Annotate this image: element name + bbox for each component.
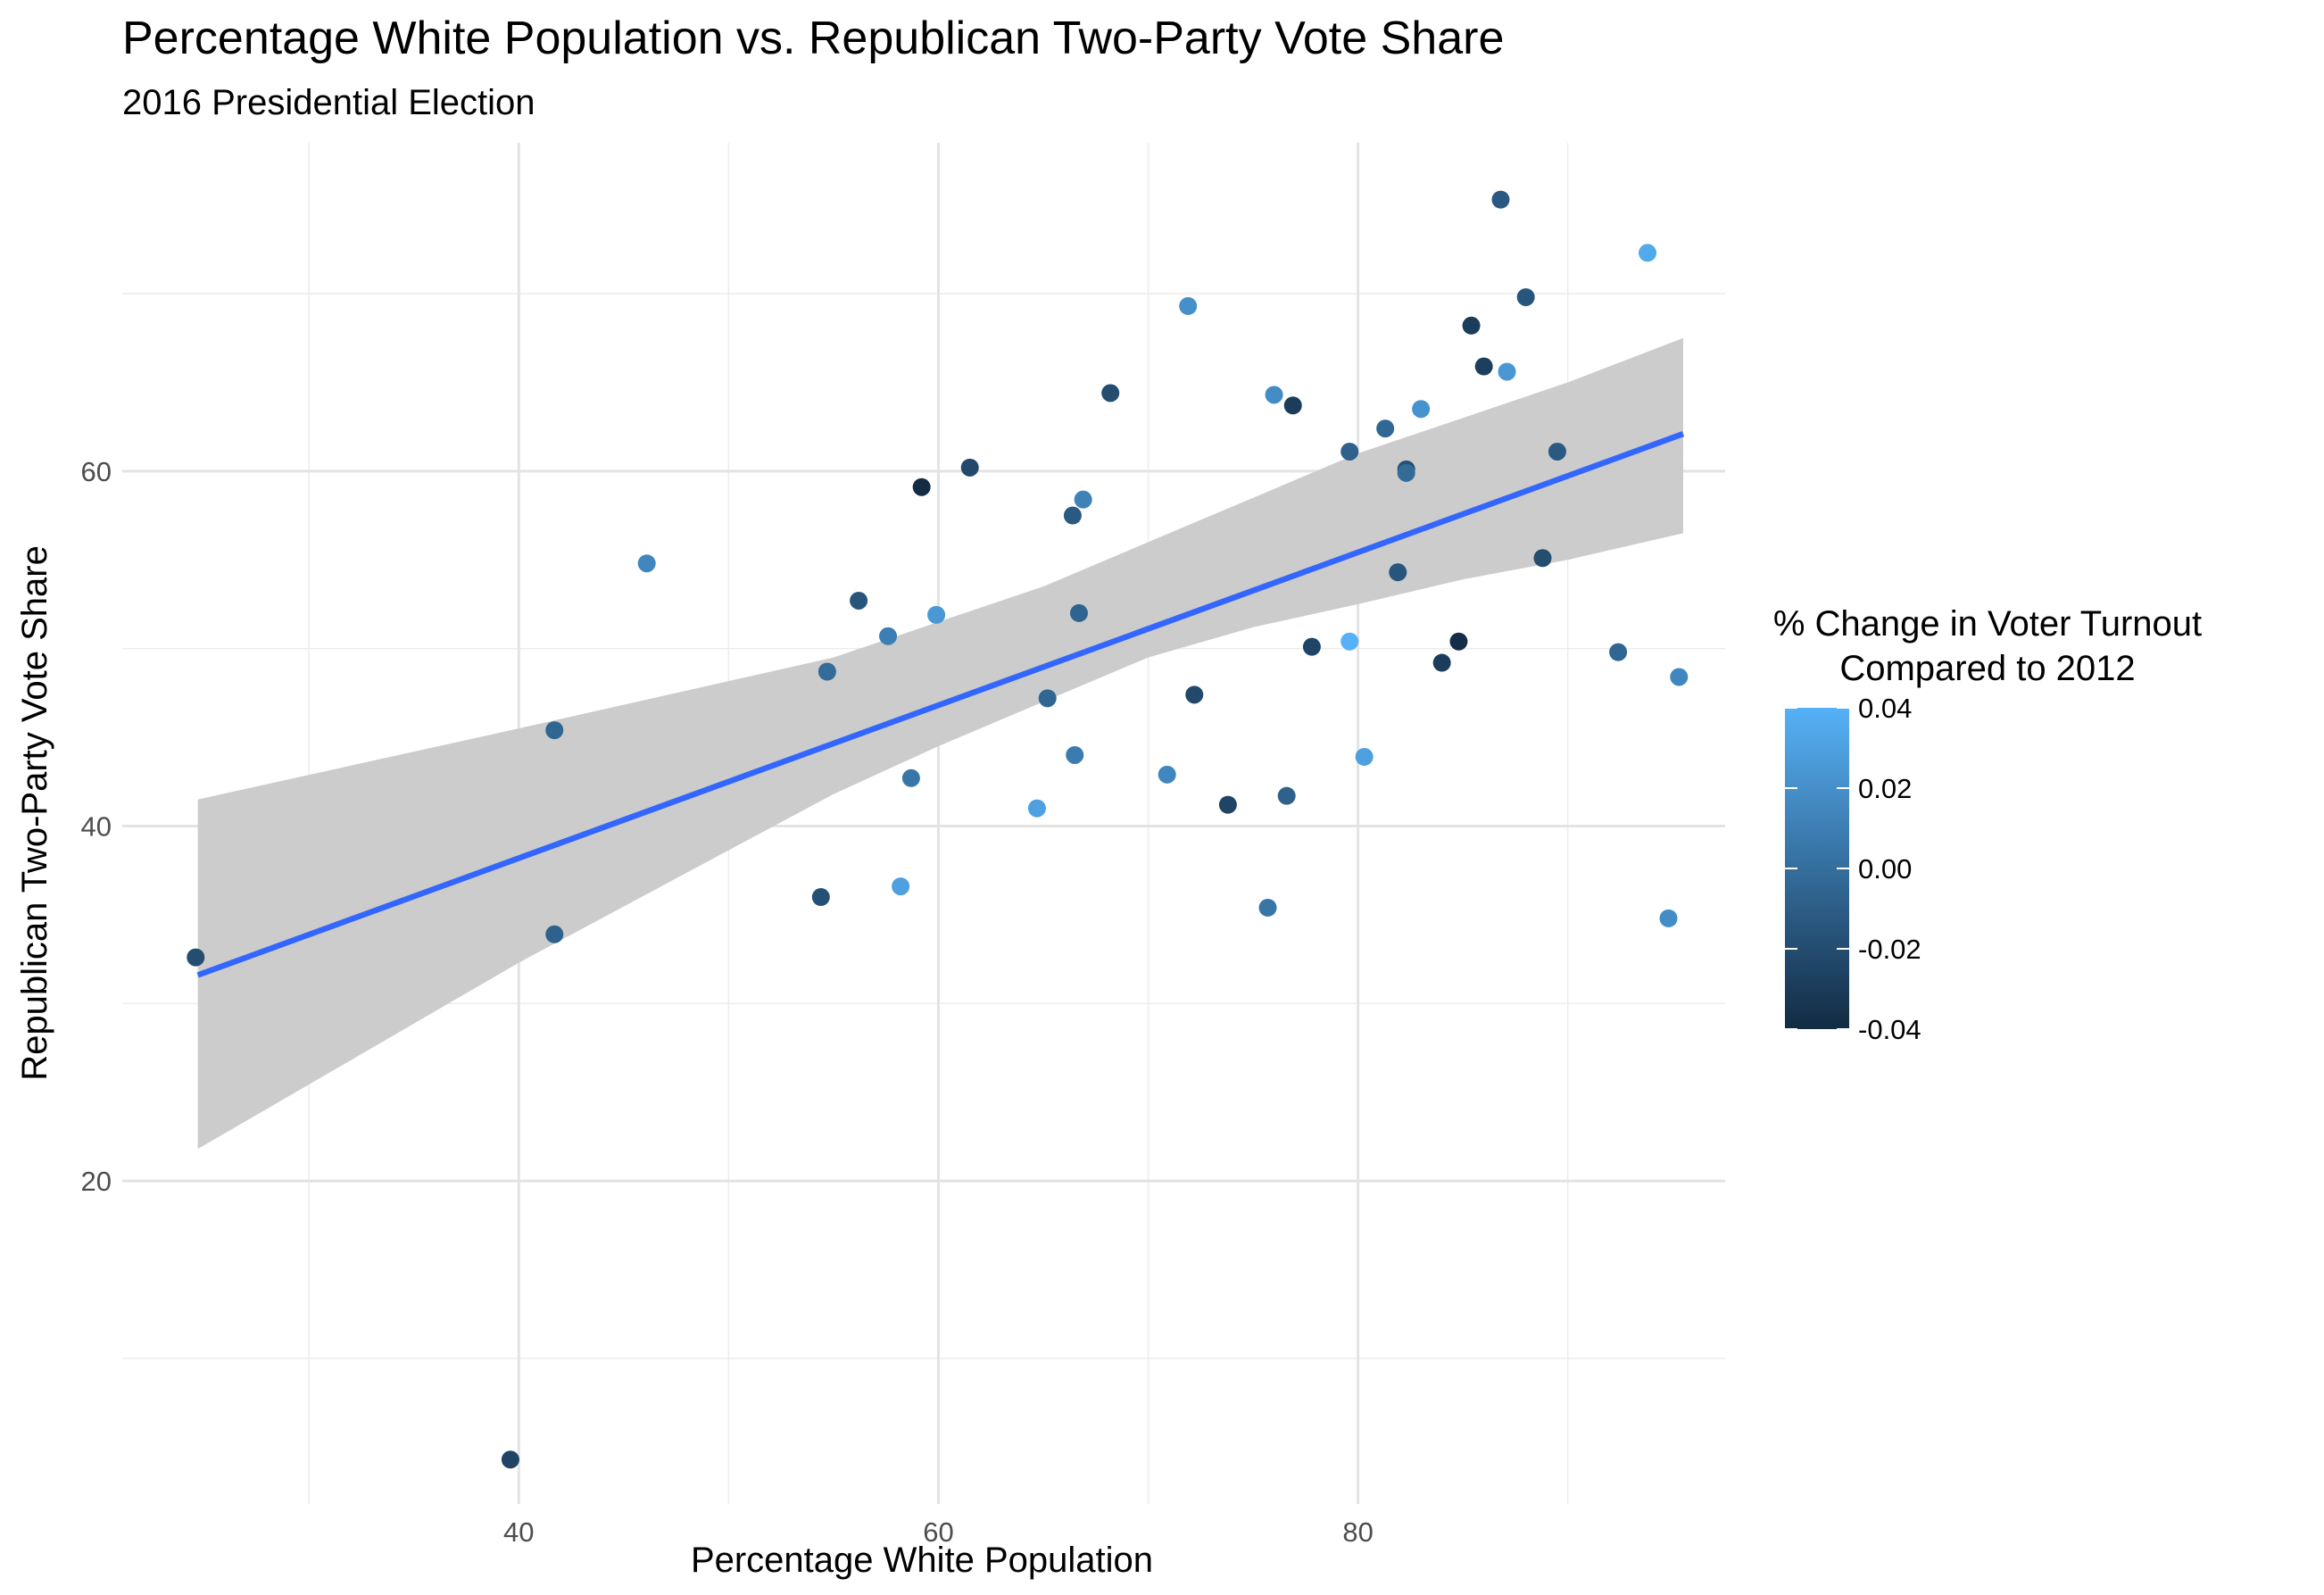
data-point bbox=[1498, 362, 1516, 381]
data-point bbox=[1063, 506, 1082, 525]
data-point bbox=[1185, 685, 1204, 704]
data-point bbox=[1038, 689, 1057, 708]
data-point bbox=[1277, 786, 1296, 805]
y-tick-label: 40 bbox=[81, 810, 112, 842]
data-point bbox=[1491, 190, 1510, 209]
data-point bbox=[927, 605, 946, 624]
data-point bbox=[1355, 747, 1374, 766]
data-point bbox=[545, 925, 564, 943]
data-point bbox=[960, 458, 979, 477]
data-point bbox=[1027, 799, 1046, 818]
data-point bbox=[1462, 316, 1481, 335]
x-axis-title: Percentage White Population bbox=[691, 1541, 1153, 1580]
trend-layer bbox=[196, 337, 1685, 1150]
plot-panel bbox=[122, 143, 1725, 1504]
data-point bbox=[501, 1450, 519, 1469]
data-point bbox=[1302, 637, 1321, 656]
chart-subtitle: 2016 Presidential Election bbox=[122, 83, 535, 122]
data-point bbox=[1609, 643, 1628, 661]
data-point bbox=[892, 877, 910, 896]
x-tick-label: 60 bbox=[923, 1516, 953, 1548]
data-point bbox=[1265, 386, 1283, 404]
data-point bbox=[1533, 549, 1552, 568]
data-point bbox=[1397, 463, 1415, 482]
legend-title-line-1: % Change in Voter Turnout bbox=[1773, 604, 2202, 644]
data-point bbox=[850, 591, 868, 610]
data-point bbox=[545, 721, 564, 740]
data-point bbox=[912, 478, 931, 496]
y-axis-ticks: 20 40 60 bbox=[81, 456, 112, 1197]
data-point bbox=[1516, 287, 1535, 306]
y-tick-label: 20 bbox=[81, 1166, 112, 1197]
data-point bbox=[879, 627, 898, 645]
data-point bbox=[1639, 244, 1657, 262]
data-point bbox=[1074, 490, 1092, 509]
data-point bbox=[1101, 384, 1120, 403]
x-tick-label: 40 bbox=[503, 1516, 534, 1548]
data-point bbox=[1179, 296, 1198, 315]
data-point bbox=[901, 768, 920, 787]
data-point bbox=[1659, 909, 1678, 927]
data-point bbox=[1432, 653, 1451, 672]
confidence-ribbon bbox=[197, 337, 1684, 1150]
chart-title: Percentage White Population vs. Republic… bbox=[122, 12, 1504, 64]
x-axis-ticks: 40 60 80 bbox=[503, 1516, 1374, 1548]
data-point bbox=[811, 888, 830, 907]
y-tick-label: 60 bbox=[81, 456, 112, 487]
data-points bbox=[187, 190, 1689, 1469]
data-point bbox=[637, 554, 656, 573]
data-point bbox=[1283, 396, 1302, 415]
data-point bbox=[818, 662, 836, 681]
data-point bbox=[1376, 420, 1395, 438]
legend-break-label: 0.02 bbox=[1858, 773, 1912, 804]
data-point bbox=[1069, 603, 1088, 622]
turnout-legend: % Change in Voter Turnout Compared to 20… bbox=[1773, 604, 2202, 1045]
data-point bbox=[187, 948, 205, 967]
data-point bbox=[1548, 442, 1566, 461]
legend-breaks: 0.04 0.02 0.00 -0.02 -0.04 bbox=[1785, 693, 1921, 1045]
y-axis-title: Republican Two-Party Vote Share bbox=[15, 545, 54, 1081]
legend-break-label: -0.04 bbox=[1858, 1014, 1921, 1045]
data-point bbox=[1389, 563, 1407, 582]
legend-title-line-2: Compared to 2012 bbox=[1839, 649, 2135, 688]
data-point bbox=[1340, 632, 1359, 651]
data-point bbox=[1449, 632, 1468, 651]
data-point bbox=[1412, 400, 1431, 419]
data-point bbox=[1218, 795, 1237, 814]
legend-break-label: 0.04 bbox=[1858, 693, 1912, 724]
data-point bbox=[1258, 898, 1277, 917]
legend-break-label: 0.00 bbox=[1858, 853, 1912, 885]
data-point bbox=[1158, 765, 1176, 784]
trend-line bbox=[196, 431, 1685, 978]
x-tick-label: 80 bbox=[1342, 1516, 1373, 1548]
data-point bbox=[1066, 745, 1084, 764]
data-point bbox=[1670, 668, 1689, 686]
legend-break-label: -0.02 bbox=[1858, 934, 1921, 965]
data-point bbox=[1340, 442, 1359, 461]
data-point bbox=[1474, 357, 1493, 376]
